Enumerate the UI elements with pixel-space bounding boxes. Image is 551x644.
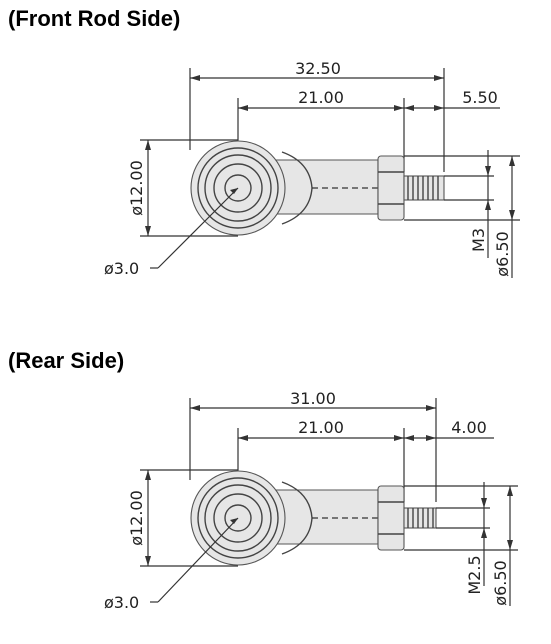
dim-thread-length-label: 5.50 xyxy=(462,88,498,107)
rod-end-body xyxy=(190,140,379,236)
dim-center-length-label: 21.00 xyxy=(298,88,344,107)
dim-thread-length: 4.00 xyxy=(404,418,494,441)
dim-head-diameter-label: ø12.00 xyxy=(127,490,146,546)
dim-center-length-label: 21.00 xyxy=(298,418,344,437)
dim-overall-length: 32.50 xyxy=(189,59,445,172)
dim-thread-and-nut-diameter: M2.5 ø6.50 xyxy=(404,482,518,606)
dim-hole-diameter: ø3.0 xyxy=(104,187,239,278)
hex-nut xyxy=(377,485,405,551)
rod-end-body xyxy=(190,470,379,566)
threaded-stud xyxy=(403,175,445,201)
rear-side-heading: (Rear Side) xyxy=(8,348,125,373)
rear-rod-end-drawing: 31.00 21.00 4.00 ø12.00 xyxy=(104,389,518,612)
dim-hole-label: ø3.0 xyxy=(104,593,139,612)
dim-thread-length-label: 4.00 xyxy=(451,418,487,437)
dim-overall-length-label: 31.00 xyxy=(290,389,336,408)
dim-head-diameter: ø12.00 xyxy=(127,469,238,567)
dim-hole-label: ø3.0 xyxy=(104,259,139,278)
front-rod-side-heading: (Front Rod Side) xyxy=(8,6,181,31)
hex-nut xyxy=(377,155,405,221)
dim-thread-label: M2.5 xyxy=(465,555,484,594)
dim-overall-length: 31.00 xyxy=(189,389,437,502)
dim-thread-length: 5.50 xyxy=(404,88,500,111)
dim-head-diameter-label: ø12.00 xyxy=(127,160,146,216)
dim-nut-diameter-label: ø6.50 xyxy=(493,231,512,276)
dim-head-diameter: ø12.00 xyxy=(127,139,238,237)
dim-nut-diameter-label: ø6.50 xyxy=(491,560,510,605)
front-rod-end-drawing: 32.50 21.00 5.50 ø12.00 xyxy=(104,59,520,278)
threaded-stud xyxy=(403,507,437,529)
dim-thread-label: M3 xyxy=(469,228,488,252)
dim-thread-and-nut-diameter: M3 ø6.50 xyxy=(404,150,520,278)
dim-overall-length-label: 32.50 xyxy=(295,59,341,78)
dim-hole-diameter: ø3.0 xyxy=(104,517,239,612)
